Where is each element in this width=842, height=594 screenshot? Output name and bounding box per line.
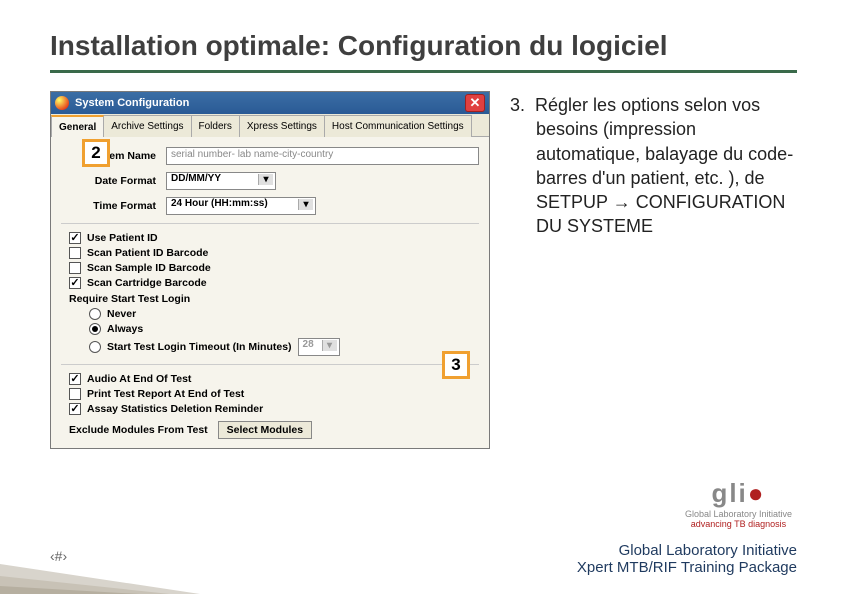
window-title: System Configuration <box>75 97 465 109</box>
gli-logo: gli● Global Laboratory Initiative advanc… <box>685 478 792 529</box>
screenshot-panel: System Configuration ✕ General Archive S… <box>50 91 490 449</box>
title-underline <box>50 70 797 73</box>
system-config-window: System Configuration ✕ General Archive S… <box>50 91 490 449</box>
time-format-select[interactable]: 24 Hour (HH:mm:ss) <box>166 197 316 215</box>
slide-title: Installation optimale: Configuration du … <box>50 30 797 62</box>
list-number: 3. <box>510 95 525 115</box>
tab-archive-settings[interactable]: Archive Settings <box>103 115 191 137</box>
exclude-modules-label: Exclude Modules From Test <box>69 424 208 436</box>
logo-dot-icon: ● <box>748 478 766 508</box>
checkbox-scan-patient-barcode[interactable] <box>69 247 81 259</box>
radio-timeout[interactable] <box>89 341 101 353</box>
separator <box>61 223 479 224</box>
date-format-select[interactable]: DD/MM/YY <box>166 172 276 190</box>
label-scan-patient-barcode: Scan Patient ID Barcode <box>87 247 208 259</box>
footer-line2: Xpert MTB/RIF Training Package <box>577 559 797 576</box>
tab-general[interactable]: General <box>51 115 104 137</box>
label-scan-cartridge-barcode: Scan Cartridge Barcode <box>87 277 207 289</box>
close-icon[interactable]: ✕ <box>465 94 485 112</box>
checkbox-scan-sample-barcode[interactable] <box>69 262 81 274</box>
time-format-label: Time Format <box>61 200 166 212</box>
logo-sub2: advancing TB diagnosis <box>685 519 792 529</box>
label-scan-sample-barcode: Scan Sample ID Barcode <box>87 262 211 274</box>
date-format-label: Date Format <box>61 175 166 187</box>
logo-text: gli <box>711 478 747 508</box>
system-name-label: System Name <box>61 150 166 162</box>
checkbox-assay-stats[interactable] <box>69 403 81 415</box>
callout-badge-3: 3 <box>442 351 470 379</box>
select-modules-button[interactable]: Select Modules <box>218 421 312 439</box>
tab-host-comm-settings[interactable]: Host Communication Settings <box>324 115 472 137</box>
checkbox-use-patient-id[interactable] <box>69 232 81 244</box>
tab-body: System Name serial number- lab name-city… <box>51 137 489 448</box>
timeout-select[interactable]: 28 <box>298 338 340 356</box>
checkbox-print-report[interactable] <box>69 388 81 400</box>
logo-sub1: Global Laboratory Initiative <box>685 509 792 519</box>
callout-badge-2: 2 <box>82 139 110 167</box>
window-titlebar: System Configuration ✕ <box>51 92 489 114</box>
label-use-patient-id: Use Patient ID <box>87 232 158 244</box>
require-login-label: Require Start Test Login <box>69 293 190 305</box>
footer: Global Laboratory Initiative Xpert MTB/R… <box>577 542 797 576</box>
radio-never[interactable] <box>89 308 101 320</box>
tab-bar: General Archive Settings Folders Xpress … <box>51 114 489 137</box>
tab-folders[interactable]: Folders <box>191 115 240 137</box>
label-never: Never <box>107 308 136 320</box>
checkbox-audio-end[interactable] <box>69 373 81 385</box>
tab-xpress-settings[interactable]: Xpress Settings <box>239 115 325 137</box>
radio-always[interactable] <box>89 323 101 335</box>
corner-decor <box>0 554 260 594</box>
label-timeout: Start Test Login Timeout (In Minutes) <box>107 341 292 353</box>
list-body: Régler les options selon vos besoins (im… <box>535 95 793 236</box>
label-audio-end: Audio At End Of Test <box>87 373 191 385</box>
label-always: Always <box>107 323 143 335</box>
app-icon <box>55 96 69 110</box>
footer-line1: Global Laboratory Initiative <box>577 542 797 559</box>
instruction-text: 3. Régler les options selon vos besoins … <box>510 91 797 449</box>
label-print-report: Print Test Report At End of Test <box>87 388 244 400</box>
checkbox-scan-cartridge-barcode[interactable] <box>69 277 81 289</box>
separator-2 <box>61 364 479 365</box>
label-assay-stats: Assay Statistics Deletion Reminder <box>87 403 263 415</box>
system-name-input[interactable]: serial number- lab name-city-country <box>166 147 479 165</box>
